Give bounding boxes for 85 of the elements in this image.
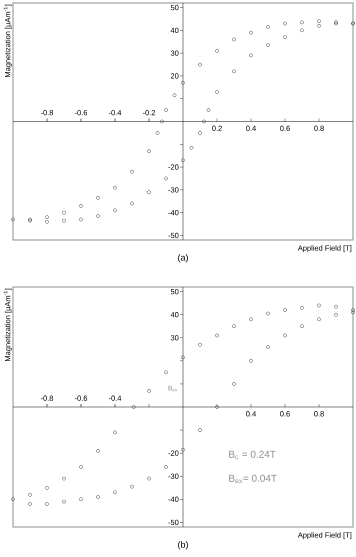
point (113, 490, 117, 494)
point (300, 28, 304, 32)
point (62, 218, 66, 222)
point (317, 304, 321, 308)
point (334, 304, 338, 308)
point (164, 465, 168, 469)
point (79, 497, 83, 502)
point (215, 334, 219, 338)
point (300, 20, 304, 24)
point (164, 370, 168, 374)
point (300, 306, 304, 310)
point (45, 502, 49, 506)
point (96, 449, 100, 453)
point (249, 30, 253, 34)
point (62, 476, 66, 480)
point (351, 308, 355, 312)
point (351, 310, 355, 314)
point (206, 108, 210, 112)
point (160, 120, 164, 124)
annotation: B$_{c}$ = 0.24T (229, 450, 276, 460)
point (232, 70, 236, 74)
point (181, 158, 185, 162)
point (317, 24, 321, 28)
point (11, 218, 15, 222)
point (113, 208, 117, 212)
point (172, 93, 176, 98)
point (62, 210, 66, 214)
point (317, 317, 321, 322)
point (130, 170, 134, 174)
point (334, 312, 338, 317)
point (232, 324, 236, 328)
point (147, 389, 151, 393)
point (266, 345, 270, 349)
point (181, 448, 185, 452)
point (45, 486, 49, 490)
point (113, 430, 117, 434)
point (96, 196, 100, 200)
annotation: B$_{ex}$= 0.04T (229, 474, 277, 484)
point (113, 186, 117, 190)
point (181, 356, 185, 360)
point (266, 25, 270, 29)
point (198, 428, 202, 432)
point (283, 334, 287, 338)
point (79, 204, 83, 208)
point (249, 359, 253, 363)
point (190, 146, 194, 150)
point (147, 190, 151, 194)
point (202, 120, 206, 124)
point (266, 312, 270, 316)
point (28, 492, 32, 497)
point (62, 500, 66, 504)
point (215, 90, 219, 94)
point (232, 38, 236, 42)
point (317, 19, 321, 24)
point (45, 215, 49, 220)
point (130, 202, 134, 206)
point (28, 502, 32, 506)
point (249, 317, 253, 322)
point (266, 43, 270, 47)
point (164, 176, 168, 180)
point (198, 131, 202, 135)
point (147, 149, 151, 153)
point (198, 342, 202, 347)
point (79, 218, 83, 222)
point (130, 484, 134, 488)
point (156, 131, 160, 135)
point (283, 22, 287, 26)
point (283, 308, 287, 312)
point (11, 497, 15, 502)
text: (a) (178, 254, 188, 262)
point (164, 108, 168, 112)
point (249, 54, 253, 58)
point (45, 220, 49, 224)
text: (b) (178, 541, 188, 550)
point (215, 49, 219, 53)
point (96, 495, 100, 499)
point (283, 35, 287, 40)
point (232, 382, 236, 386)
point (132, 405, 136, 409)
point (96, 214, 100, 218)
point (147, 476, 151, 480)
point (181, 80, 185, 85)
point (300, 324, 304, 328)
point (79, 465, 83, 469)
point (198, 62, 202, 66)
